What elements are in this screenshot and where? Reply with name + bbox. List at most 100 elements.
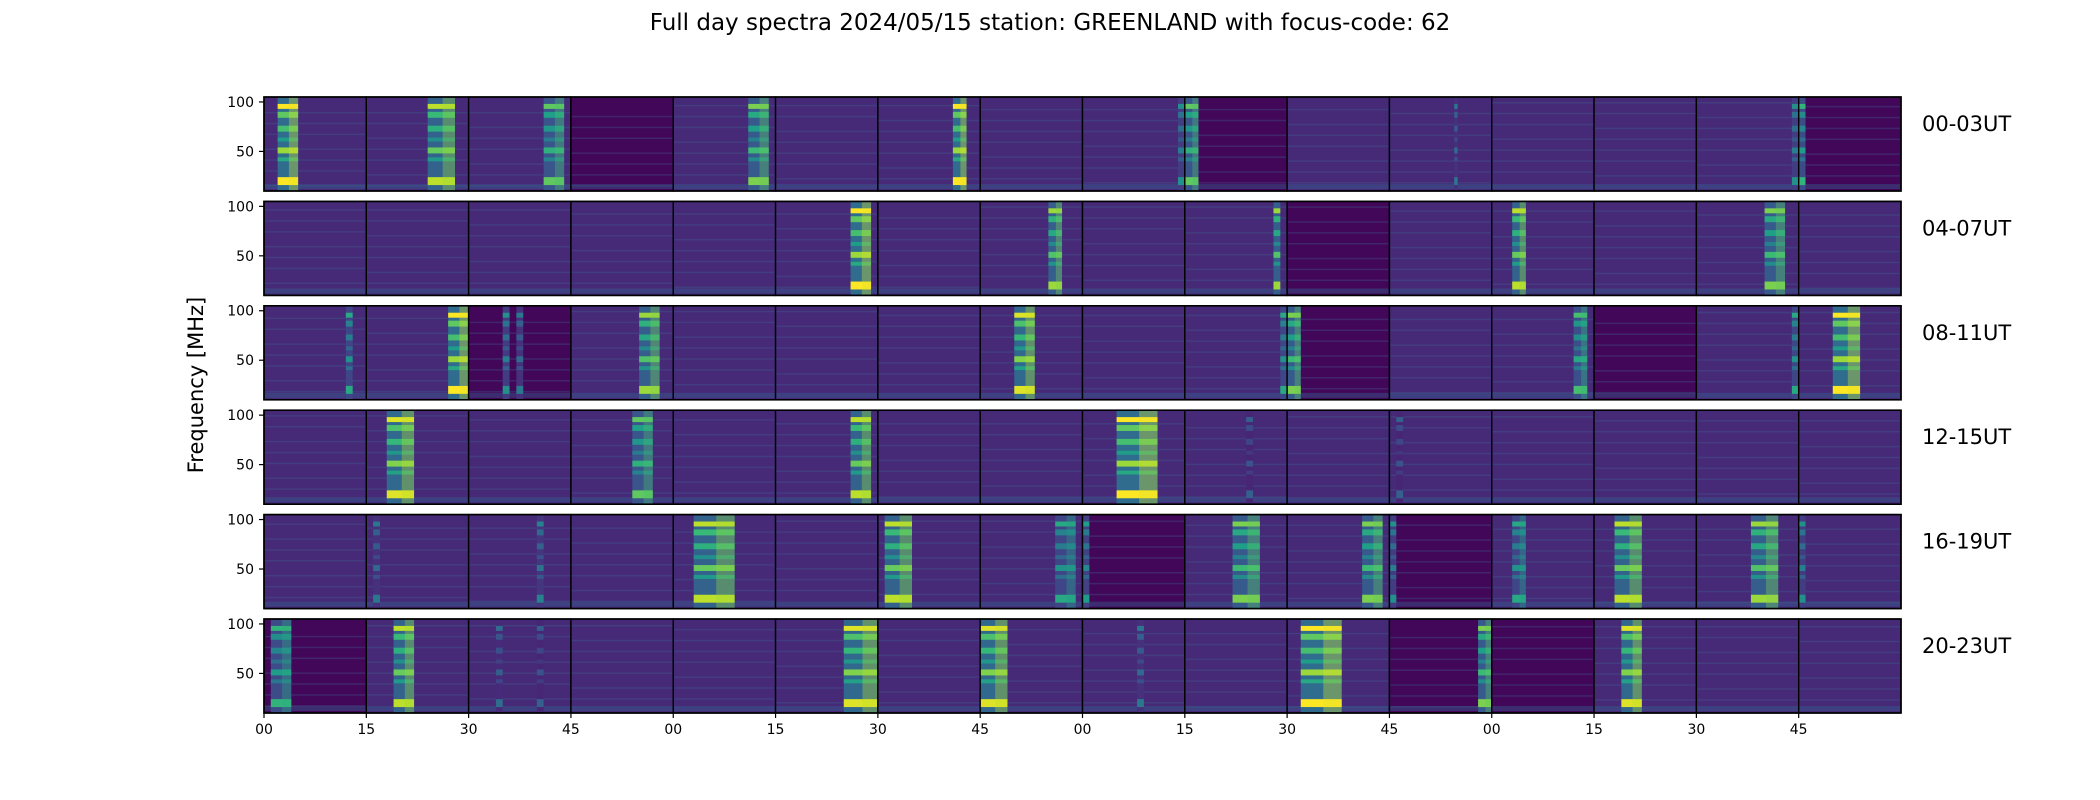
noise-line [1798,625,1901,628]
noise-line [877,249,981,252]
noise-line [980,702,1083,704]
noise-line [1696,688,1799,690]
burst-band [1798,543,1806,550]
burst-band [748,103,769,109]
burst-core [1323,619,1342,713]
burst-core [1775,201,1786,296]
noise-line [673,115,776,118]
noise-line [264,354,367,356]
noise-line [980,448,1083,451]
burst-band [952,125,967,132]
burst-band [1048,208,1063,214]
burst-band [1396,460,1404,467]
burst-band [1273,281,1281,290]
panel-background [1287,201,1390,296]
burst-band [502,312,510,318]
burst-band [345,385,353,394]
noise-line [1696,539,1799,541]
panel-background [1696,514,1799,609]
panel-background [1389,514,1492,609]
noise-line [877,459,981,462]
spectrum-panel [1797,409,1902,505]
low-band [468,288,571,294]
noise-line [264,328,367,331]
burst-band [1832,366,1861,371]
noise-line [1389,597,1492,600]
noise-line [1491,112,1595,115]
noise-line [1594,257,1697,260]
burst-band [693,574,735,579]
noise-line [1491,366,1595,368]
noise-line [468,650,571,653]
burst-band [980,633,1008,640]
low-band [1082,392,1185,398]
noise-line [1696,528,1799,530]
y-tick-label: 50 [236,458,254,474]
spectrum-panel [877,305,981,401]
noise-line [1287,582,1390,585]
burst-band [1454,147,1458,154]
noise-line [1082,632,1185,635]
burst-band [1389,555,1397,560]
burst-body [502,305,510,400]
burst [345,305,353,400]
noise-line [877,593,981,596]
burst-band [448,366,469,371]
panel-background [570,619,674,713]
burst-band [536,699,544,708]
noise-line [1287,268,1390,271]
noise-line [264,523,367,526]
burst-band [1287,356,1301,363]
low-band [1184,288,1288,294]
x-tick-label: 00 [664,722,682,738]
noise-line [1594,699,1697,701]
noise-line [264,256,367,259]
noise-line [570,639,674,642]
burst [1177,97,1185,191]
low-band [1184,706,1288,712]
burst-band [1832,320,1861,327]
noise-line [1389,416,1492,418]
noise-line [980,228,1083,230]
noise-line [366,245,469,248]
burst-band [1177,125,1185,132]
noise-line [570,624,674,627]
noise-line [775,358,878,360]
burst-band [543,103,565,109]
burst [1614,514,1642,609]
burst-core [1629,514,1642,609]
burst-band [1389,594,1397,603]
low-band [1491,392,1595,398]
noise-line [1389,658,1492,661]
noise-line [1594,236,1697,238]
noise-line [366,317,469,320]
noise-line [673,358,776,360]
noise-line [366,585,469,588]
burst [1300,619,1342,713]
burst-band [1232,543,1260,550]
burst-band [639,356,660,363]
noise-line [673,455,776,458]
panel-background [1696,619,1799,713]
noise-line [264,267,367,270]
noise-line [1491,123,1595,126]
burst-band [1246,450,1254,455]
noise-line [1696,575,1799,578]
burst-band [1512,208,1526,214]
burst-body [1791,305,1799,400]
burst-band [386,417,415,423]
burst-band [1512,594,1526,603]
burst-body [1280,305,1288,400]
burst-band [632,450,653,455]
low-band [1594,601,1697,607]
noise-line [980,496,1083,498]
noise-line [877,347,981,349]
noise-line [1184,669,1288,671]
burst-body [393,619,415,713]
burst-body [850,201,872,296]
noise-line [1491,441,1595,444]
noise-line [877,228,981,230]
burst-band [1478,679,1492,684]
spectrum-panel [1695,409,1800,505]
low-band [980,288,1083,294]
